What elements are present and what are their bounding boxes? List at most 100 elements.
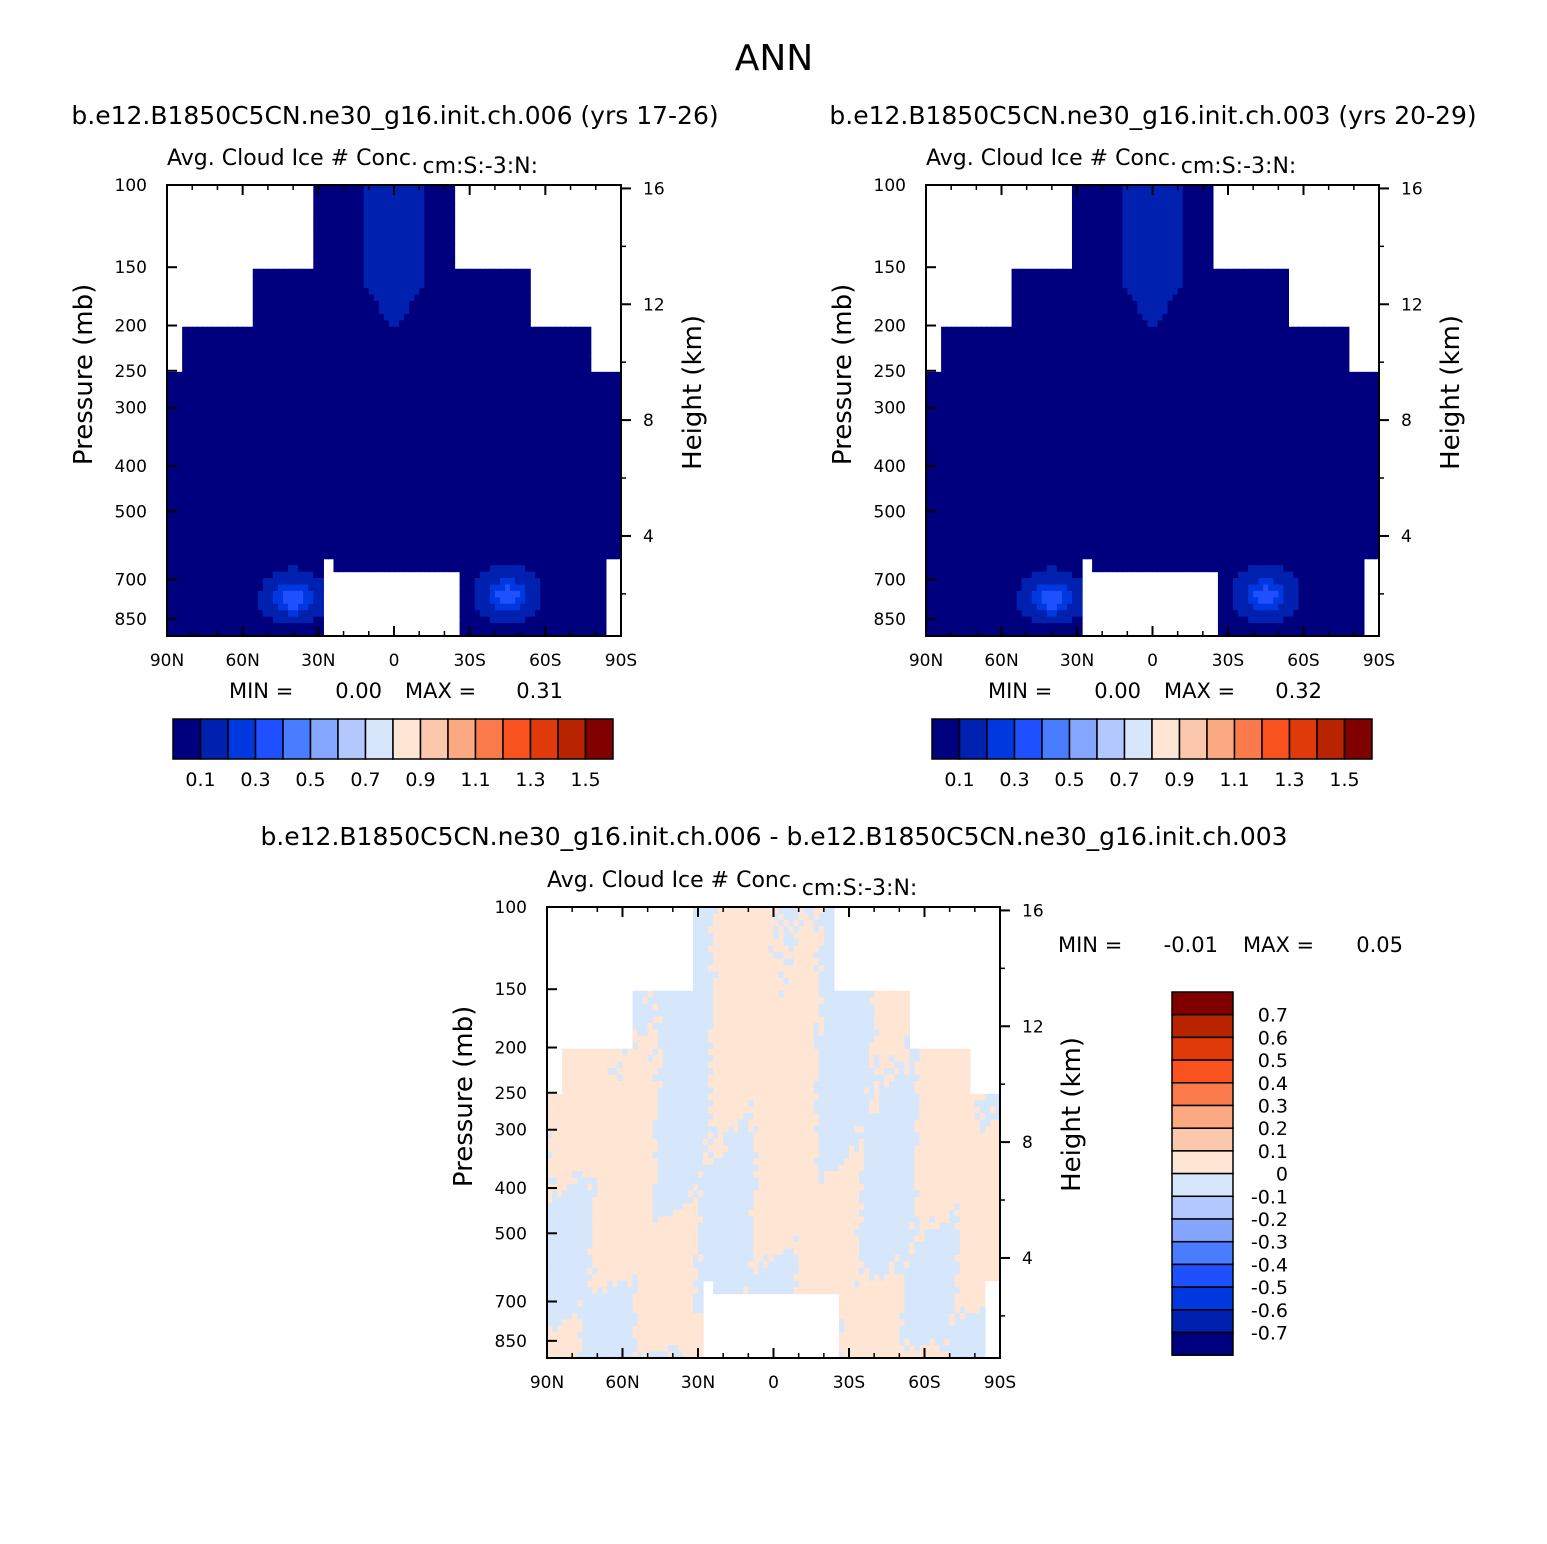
field-cell [283,371,289,379]
field-cell [555,584,562,592]
field-cell [262,481,269,489]
field-cell [187,346,193,354]
field-cell [520,629,526,637]
field-cell [272,326,279,334]
field-cell [510,436,516,444]
field-cell [404,449,410,457]
y-tick-label: 300 [115,399,147,419]
field-cell [474,597,481,605]
field-cell [293,294,299,302]
field-cell [288,462,294,470]
field-cell [333,333,340,341]
field-cell [283,313,289,321]
field-cell [283,294,289,302]
field-cell [409,326,415,334]
field-cell [313,603,319,611]
field-cell [383,474,390,482]
field-cell [262,429,269,437]
field-cell [404,352,410,360]
field-cell [575,397,582,405]
field-cell [242,584,249,592]
field-cell [570,629,577,637]
field-cell [303,513,309,521]
field-cell [484,410,491,418]
field-cell [262,507,269,515]
field-cell [560,339,567,347]
field-cell [353,500,360,508]
field-cell [570,455,577,463]
field-cell [358,532,365,540]
field-cell [318,313,324,321]
field-cell [515,416,521,424]
field-cell [499,294,506,302]
field-cell [353,255,360,263]
field-cell [257,616,264,624]
field-cell [252,288,259,296]
field-cell [267,288,274,296]
field-cell [520,513,526,521]
field-cell [267,429,274,437]
field-cell [323,185,330,193]
field-cell [338,230,345,238]
field-cell [520,571,526,579]
colorbar-swatch [172,718,202,760]
field-cell [439,558,446,566]
field-cell [343,358,350,366]
field-cell [419,404,425,412]
field-cell [520,416,526,424]
x-tick-label: 30S [453,651,485,671]
field-cell [525,268,531,276]
field-cell [283,494,289,502]
field-cell [378,565,385,573]
field-cell [383,520,390,528]
field-cell [565,339,572,347]
field-cell [298,352,304,360]
field-cell [494,500,501,508]
field-cell [328,358,335,366]
field-cell [444,262,451,270]
field-cell [570,545,577,553]
field-cell [257,371,264,379]
field-cell [515,571,521,579]
field-cell [494,333,501,341]
field-cell [429,255,435,263]
field-cell [267,507,274,515]
field-cell [308,339,314,347]
field-cell [580,410,587,418]
field-cell [434,281,440,289]
field-cell [550,565,557,573]
field-cell [277,397,284,405]
field-cell [444,455,451,463]
field-cell [504,288,511,296]
field-cell [429,384,435,392]
field-cell [358,384,365,392]
field-cell [424,500,430,508]
field-cell [419,339,425,347]
field-cell [283,565,289,573]
field-cell [272,320,279,328]
field-cell [499,423,506,431]
field-cell [404,339,410,347]
field-cell [585,429,592,437]
field-cell [399,371,405,379]
field-cell [479,410,486,418]
field-cell [182,333,188,341]
field-cell [348,294,355,302]
field-cell [363,474,370,482]
field-cell [277,462,284,470]
field-cell [257,455,264,463]
field-cell [419,500,425,508]
field-cell [343,191,350,199]
field-cell [237,474,244,482]
field-cell [545,346,551,354]
field-cell [192,539,198,547]
field-cell [237,404,244,412]
field-cell [383,210,390,218]
field-cell [515,468,521,476]
field-cell [308,307,314,315]
colorbar-label: 1.3 [515,769,545,791]
field-cell [323,384,330,392]
field-cell [348,371,355,379]
field-cell [585,378,592,386]
field-cell [353,442,360,450]
